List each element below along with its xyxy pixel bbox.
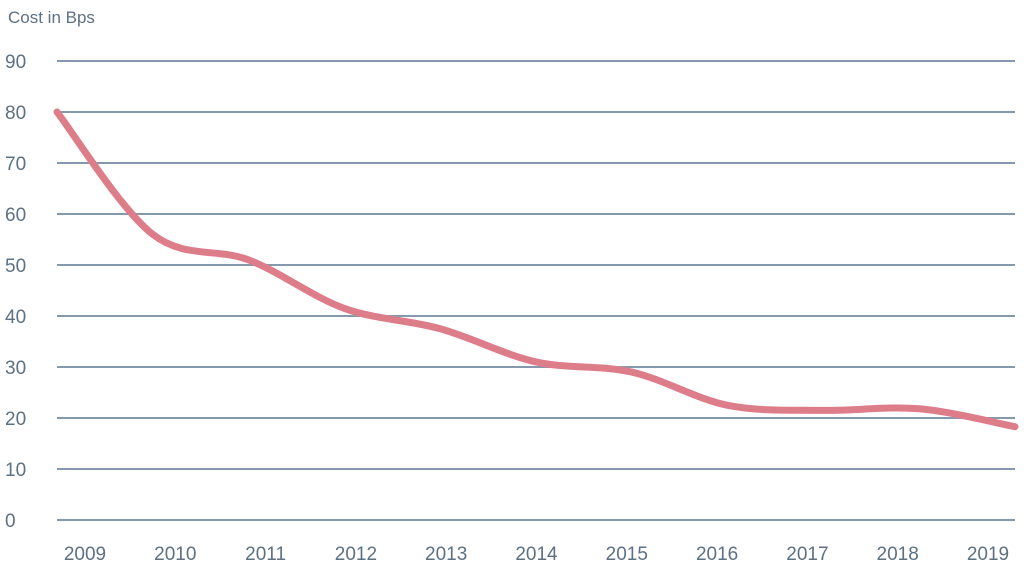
x-tick-label: 2011 <box>245 544 286 565</box>
y-tick-label: 40 <box>5 307 26 328</box>
x-tick-label: 2013 <box>425 544 467 565</box>
y-tick-label: 10 <box>5 460 26 481</box>
x-axis-tick-labels: 2009 2010 2011 2012 2013 2014 2015 2016 2017 2018… <box>64 544 1009 565</box>
y-tick-label: 60 <box>5 205 26 226</box>
y-tick-label: 20 <box>5 409 26 430</box>
x-tick-label: 2018 <box>877 544 919 565</box>
y-tick-label: 80 <box>5 103 26 124</box>
y-tick-label: 30 <box>5 358 26 379</box>
cost-series-line <box>53 108 1019 431</box>
gridlines <box>57 60 1015 521</box>
x-tick-label: 2014 <box>515 544 558 565</box>
x-tick-label: 2016 <box>696 544 738 565</box>
y-tick-label: 50 <box>5 256 26 277</box>
x-tick-label: 2019 <box>967 544 1009 565</box>
x-tick-label: 2015 <box>606 544 648 565</box>
x-tick-label: 2009 <box>64 544 106 565</box>
y-axis-tick-labels: 0 10 20 30 40 50 60 70 80 90 <box>5 52 26 532</box>
x-tick-label: 2012 <box>335 544 377 565</box>
y-tick-label: 90 <box>5 52 26 73</box>
chart-title: Cost in Bps <box>8 8 95 27</box>
x-tick-label: 2017 <box>786 544 828 565</box>
x-tick-label: 2010 <box>154 544 196 565</box>
y-tick-label: 0 <box>5 511 16 532</box>
y-tick-label: 70 <box>5 154 26 175</box>
